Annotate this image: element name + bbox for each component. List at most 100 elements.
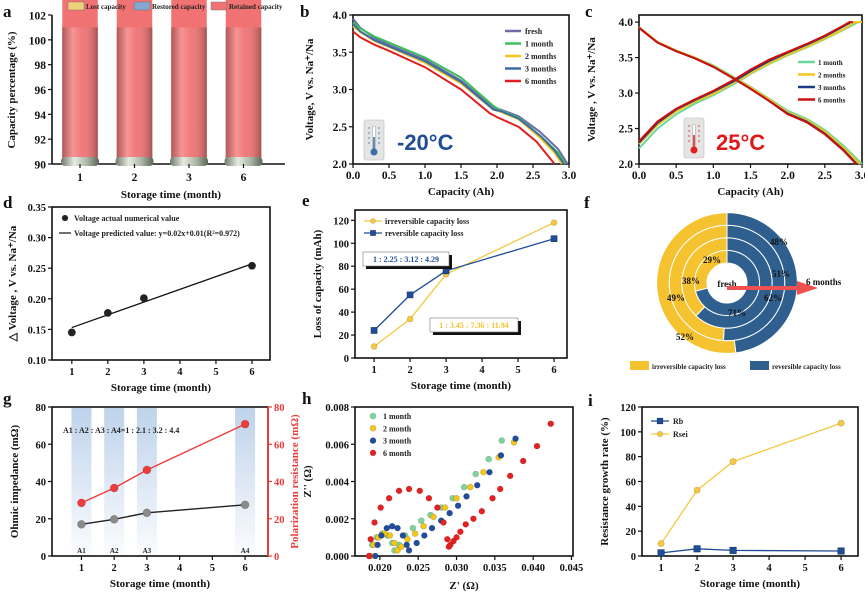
y-tick-label: 0.35 <box>28 203 46 214</box>
percent-label: 62% <box>764 293 782 303</box>
x-tick-label: 3.0 <box>855 170 865 182</box>
y-tick-label: 40 <box>36 478 47 489</box>
area-label: A1 <box>77 547 86 555</box>
data-point <box>550 235 558 242</box>
y-tick-label: 0.25 <box>28 264 46 275</box>
data-point <box>519 457 527 465</box>
battery-base <box>170 157 208 166</box>
data-point <box>406 315 414 323</box>
legend-label: 3 months <box>818 84 846 92</box>
area-label: A4 <box>241 547 250 555</box>
legend-marker <box>369 424 377 432</box>
x-tick-label: 3 <box>144 563 149 574</box>
panel-f: f 29% 71% 38% 62% 49% 51% 52% 48% fresh 6 months ir… <box>584 193 842 371</box>
battery-base <box>61 157 99 166</box>
x-tick-label: 1 <box>371 365 376 376</box>
y-tick-label: 0.10 <box>28 356 46 367</box>
data-point <box>729 458 737 466</box>
data-point <box>512 435 519 442</box>
legend-label: irreversible capacity loss <box>652 363 726 371</box>
y-tick-label: 0.004 <box>325 478 349 489</box>
x-tick-label: 4 <box>479 365 485 376</box>
thermometer-bulb <box>690 146 698 154</box>
charge-line <box>638 21 862 145</box>
data-point <box>533 442 541 450</box>
panel-letter: f <box>584 193 590 212</box>
x-tick-label: 0.5 <box>669 170 684 182</box>
legend-label: 3 month <box>383 437 412 446</box>
legend-label: reversible capacity loss <box>385 229 464 238</box>
y-tick-label: 100 <box>620 428 636 439</box>
x-tick-label: 2 <box>407 365 412 376</box>
y-tick-label: 98 <box>35 60 47 72</box>
data-point <box>547 420 555 428</box>
y-tick-label: 80 <box>36 403 47 414</box>
data-point <box>398 543 405 550</box>
data-point <box>374 541 381 549</box>
thermometer-warm-icon <box>683 117 705 159</box>
data-point <box>486 468 493 476</box>
legend-swatch <box>67 1 85 11</box>
data-point <box>444 535 451 543</box>
charge-line <box>638 21 854 142</box>
battery-bar: 97.031.831.14 <box>115 0 154 166</box>
legend-label: Rb <box>673 417 684 426</box>
legend-label: Voltage predicted value: y=0.02x+0.01(R²… <box>74 229 240 238</box>
data-point <box>467 483 474 491</box>
data-point <box>103 308 112 317</box>
legend-label: 1 month <box>525 40 554 49</box>
y-tick-label: 2.5 <box>619 124 634 136</box>
percent-label: 71% <box>728 308 746 318</box>
y-tick-label: 120 <box>620 403 636 414</box>
data-point <box>405 485 413 493</box>
data-point <box>240 419 250 429</box>
x-tick-label: 0.0 <box>346 170 361 182</box>
x-tick-label: 1 <box>658 563 663 574</box>
y2-tick-label: 40 <box>274 478 285 489</box>
y-tick-label: 2.0 <box>619 159 634 171</box>
x-tick-label: 0.0 <box>632 170 647 182</box>
y-tick-label: 60 <box>36 440 47 451</box>
series-line <box>373 222 555 348</box>
y-tick-label: 0.20 <box>28 295 46 306</box>
series-line <box>81 504 246 525</box>
percent-label: 38% <box>682 276 700 286</box>
data-point <box>365 552 373 560</box>
x-tick-label: 1 <box>69 367 74 378</box>
area-band <box>136 408 157 555</box>
x-tick-label: 3 <box>141 367 146 378</box>
data-point <box>496 485 504 493</box>
data-point <box>77 498 86 508</box>
legend-label: 1 month <box>383 412 412 421</box>
series-line <box>660 422 842 544</box>
y-tick-label: 60 <box>339 285 350 296</box>
y2-axis-title: Polarization resistance (mΩ) <box>289 414 301 549</box>
data-point <box>142 465 152 475</box>
y-tick-label: 60 <box>626 478 637 489</box>
x-tick-label: 6 <box>249 367 254 378</box>
data-point <box>383 524 391 532</box>
x-axis-title: Capacity (Ah) <box>428 186 495 198</box>
data-point <box>657 540 665 548</box>
legend-label: 6 months <box>525 77 556 86</box>
data-point <box>434 504 441 511</box>
y-tick-label: 2.5 <box>333 122 348 134</box>
data-point <box>453 534 460 541</box>
panel-letter: d <box>3 193 13 212</box>
y-tick-label: 102 <box>29 11 47 23</box>
y-tick-label: 20 <box>339 331 350 342</box>
y2-tick-label: 80 <box>274 403 285 414</box>
ratio-reversible: 1 : 2.25 : 3.12 : 4.29 <box>373 255 439 264</box>
center-label: fresh <box>717 279 736 289</box>
y-tick-label: 0 <box>631 552 636 563</box>
plot-frame <box>354 209 568 359</box>
data-point <box>386 532 394 539</box>
data-point <box>446 509 453 517</box>
y-tick-label: 100 <box>29 35 47 47</box>
y-tick-label: 0.006 <box>325 440 349 451</box>
y-tick-label: 3.5 <box>333 47 348 59</box>
data-point <box>480 468 487 476</box>
temperature-label: -20°C <box>397 130 454 155</box>
area-label: A2 <box>110 547 119 555</box>
y-tick-label: 0.30 <box>28 234 46 245</box>
